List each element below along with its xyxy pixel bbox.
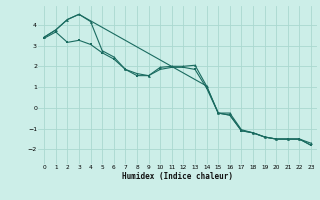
X-axis label: Humidex (Indice chaleur): Humidex (Indice chaleur) xyxy=(122,172,233,181)
